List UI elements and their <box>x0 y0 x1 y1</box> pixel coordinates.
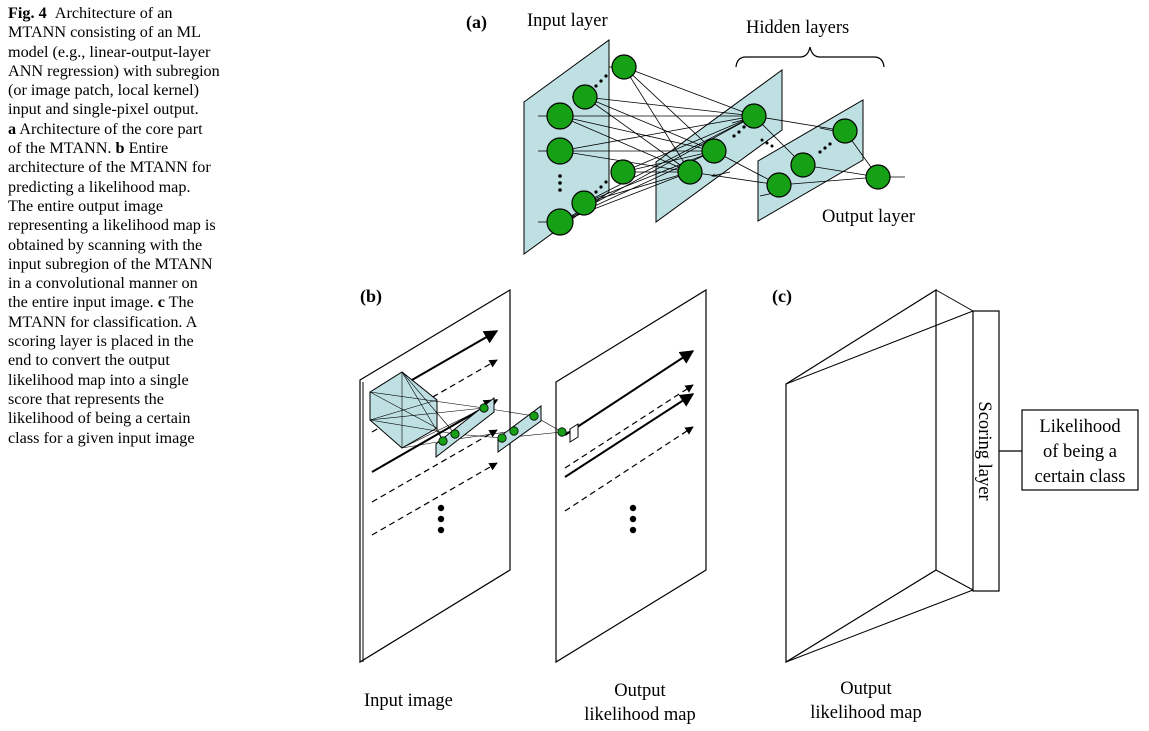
input-image-label: Input image <box>364 691 453 711</box>
neuron-node <box>790 152 816 178</box>
output-map-label-c-line1: Output <box>840 679 892 699</box>
caption-line: class for a given input image <box>8 428 195 447</box>
caption-line: likelihood map into a single <box>8 370 189 389</box>
neuron-node <box>741 103 767 129</box>
neuron-node <box>546 137 574 165</box>
neuron-node <box>546 102 574 130</box>
hidden-layers-label: Hidden layers <box>746 18 849 38</box>
neuron-node <box>610 159 636 185</box>
subregion-kernel <box>369 371 579 459</box>
result-label-line1: Likelihood <box>1039 417 1121 437</box>
ellipsis-dots <box>558 74 832 194</box>
output-neuron-node <box>865 164 891 190</box>
panel-c: (c) Scoring layer Likelihood of being a … <box>772 286 1139 723</box>
output-pixel <box>569 423 579 443</box>
output-map-plane-b <box>555 288 707 664</box>
neuron-node <box>611 54 637 80</box>
caption-line: the entire input image. c The <box>8 293 194 312</box>
figure-label: Fig. 4 <box>8 4 47 22</box>
caption-line: input and single-pixel output. <box>8 100 199 119</box>
output-map-plane-c <box>785 288 937 664</box>
caption-line: score that represents the <box>8 389 164 408</box>
result-label-line3: certain class <box>1035 467 1126 487</box>
panel-a: (a) Input layer Hidden layers Output lay… <box>466 11 915 255</box>
result-label-line2: of being a <box>1043 442 1117 462</box>
output-map-label-c-line2: likelihood map <box>810 703 922 723</box>
panel-c-tag: (c) <box>772 286 792 307</box>
neuron-node <box>677 159 703 185</box>
caption-line: (or image patch, local kernel) <box>8 81 200 100</box>
nodes <box>546 54 891 236</box>
result-box <box>1021 409 1139 491</box>
caption-line: a Architecture of the core part <box>8 119 203 138</box>
input-image-plane <box>359 288 511 664</box>
panel-b-tag: (b) <box>360 286 382 307</box>
neuron-node <box>572 84 598 110</box>
caption-line: MTANN for classification. A <box>8 312 198 331</box>
neuron-node <box>766 172 792 198</box>
input-layer-label: Input layer <box>527 11 608 31</box>
caption-line: in a convolutional manner on <box>8 274 198 293</box>
caption-line: of the MTANN. b Entire <box>8 139 169 158</box>
caption-line: architecture of the MTANN for <box>8 158 211 177</box>
neuron-node <box>701 138 727 164</box>
caption-line: likelihood of being a certain <box>8 409 191 428</box>
caption-line: The entire output image <box>8 196 164 215</box>
caption-line: MTANN consisting of an ML <box>8 23 201 42</box>
panel-a-tag: (a) <box>466 12 487 33</box>
neuron-node <box>546 208 574 236</box>
scoring-layer-box <box>972 310 1000 592</box>
caption-line: obtained by scanning with the <box>8 235 203 254</box>
caption-line: Fig. 4 Architecture of an <box>8 4 173 22</box>
scan-arrows-output <box>564 350 695 512</box>
projection-lines <box>785 289 974 663</box>
caption-line: predicting a likelihood map. <box>8 177 191 196</box>
caption-line: scoring layer is placed in the <box>8 332 194 351</box>
output-layer-label: Output layer <box>822 207 915 227</box>
output-map-label-b-line2: likelihood map <box>584 705 696 725</box>
vertical-ellipsis-dots <box>437 504 637 534</box>
neuron-node <box>832 118 858 144</box>
neuron-node <box>571 190 597 216</box>
panel-b: (b) <box>359 286 707 725</box>
caption-line: ANN regression) with subregion <box>8 61 220 80</box>
caption-line: input subregion of the MTANN <box>8 254 213 273</box>
caption-line: representing a likelihood map is <box>8 216 216 235</box>
caption-line: model (e.g., linear-output-layer <box>8 42 211 61</box>
hidden-layers-brace <box>735 46 885 68</box>
figure-caption: Fig. 4 Architecture of an MTANN consisti… <box>8 4 270 448</box>
scoring-layer-label: Scoring layer <box>974 401 994 500</box>
output-map-label-b-line1: Output <box>614 681 666 701</box>
caption-line: end to convert the output <box>8 351 170 370</box>
